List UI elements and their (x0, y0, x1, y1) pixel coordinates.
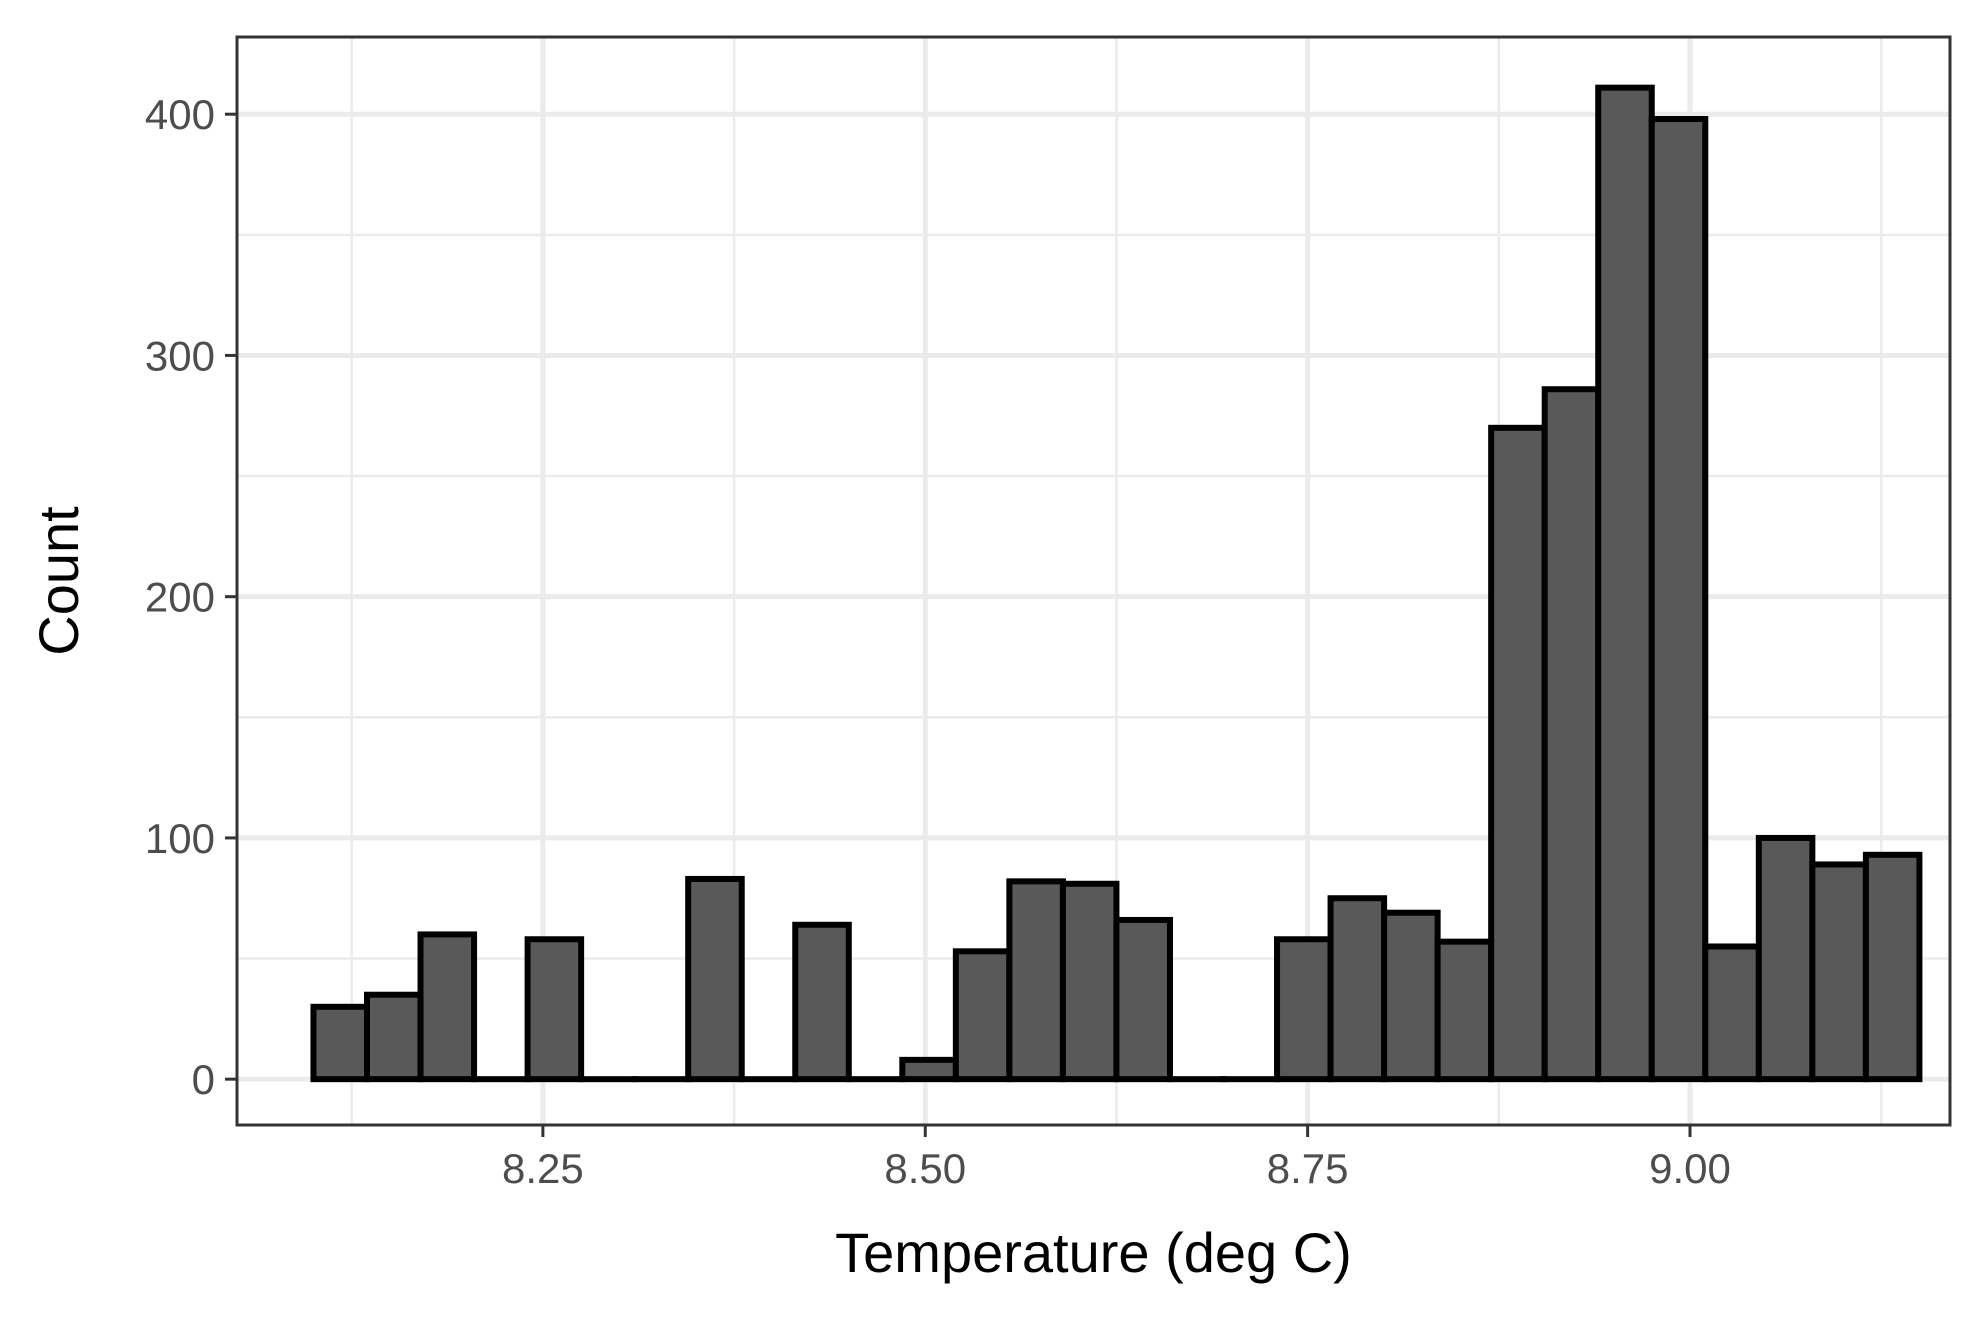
histogram-bar (1755, 834, 1816, 1083)
histogram-bar (1809, 861, 1869, 1083)
y-tick-label: 0 (192, 1056, 215, 1103)
histogram-bar (1381, 909, 1441, 1083)
x-tick-label: 8.50 (884, 1145, 966, 1192)
histogram-bars (310, 84, 1923, 1083)
y-tick-label: 200 (145, 574, 215, 621)
x-tick-label: 8.25 (502, 1145, 584, 1192)
y-tick-label: 300 (145, 332, 215, 379)
y-tick-label: 100 (145, 815, 215, 862)
histogram-bar (310, 1003, 371, 1083)
panel-border (235, 35, 1952, 1127)
histogram-bar (1006, 878, 1066, 1083)
histogram-bar (792, 921, 852, 1083)
histogram-bar (1327, 895, 1388, 1083)
histogram-bar (1648, 116, 1709, 1083)
histogram-bar (417, 931, 478, 1083)
histogram-bar (1274, 936, 1334, 1083)
y-axis-title: Count (27, 506, 90, 656)
histogram-bar (1595, 84, 1655, 1083)
x-axis-title: Temperature (deg C) (835, 1221, 1352, 1284)
histogram-bar (899, 1056, 959, 1083)
histogram-bar (1113, 916, 1173, 1083)
x-tick-label: 9.00 (1649, 1145, 1731, 1192)
histogram-bar (1059, 880, 1120, 1083)
x-tick-label: 8.75 (1267, 1145, 1349, 1192)
histogram-bar (685, 875, 745, 1083)
histogram-bar (1434, 938, 1495, 1083)
x-axis-ticks: 8.25 8.50 8.75 9.00 (502, 1125, 1731, 1192)
histogram-bar (1541, 386, 1602, 1083)
y-axis-ticks: 0 100 200 300 400 (145, 91, 237, 1103)
y-tick-label: 400 (145, 91, 215, 138)
histogram-bar (1702, 943, 1762, 1083)
histogram-bar (364, 991, 424, 1083)
histogram-bar (1488, 424, 1548, 1083)
histogram-bar (524, 936, 585, 1083)
histogram-bar (952, 948, 1013, 1083)
histogram-bar (1862, 851, 1923, 1083)
